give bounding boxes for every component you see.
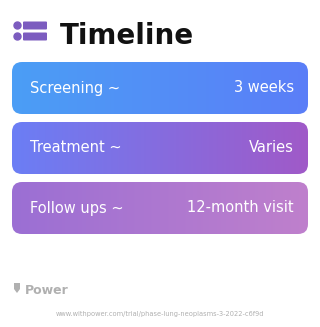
Text: www.withpower.com/trial/phase-lung-neoplasms-3-2022-c6f9d: www.withpower.com/trial/phase-lung-neopl… [56,311,264,317]
Text: Screening ~: Screening ~ [30,80,120,95]
Text: Power: Power [25,284,69,297]
FancyBboxPatch shape [23,32,47,41]
Text: Timeline: Timeline [60,22,194,50]
FancyBboxPatch shape [12,62,308,114]
Text: 3 weeks: 3 weeks [234,80,294,95]
Text: Varies: Varies [249,141,294,156]
FancyBboxPatch shape [23,22,47,29]
Text: Follow ups ~: Follow ups ~ [30,200,124,215]
Polygon shape [14,283,20,293]
FancyBboxPatch shape [12,182,308,234]
FancyBboxPatch shape [12,122,308,174]
Text: Treatment ~: Treatment ~ [30,141,122,156]
Circle shape [14,33,21,40]
Circle shape [14,22,21,29]
Text: 12-month visit: 12-month visit [188,200,294,215]
